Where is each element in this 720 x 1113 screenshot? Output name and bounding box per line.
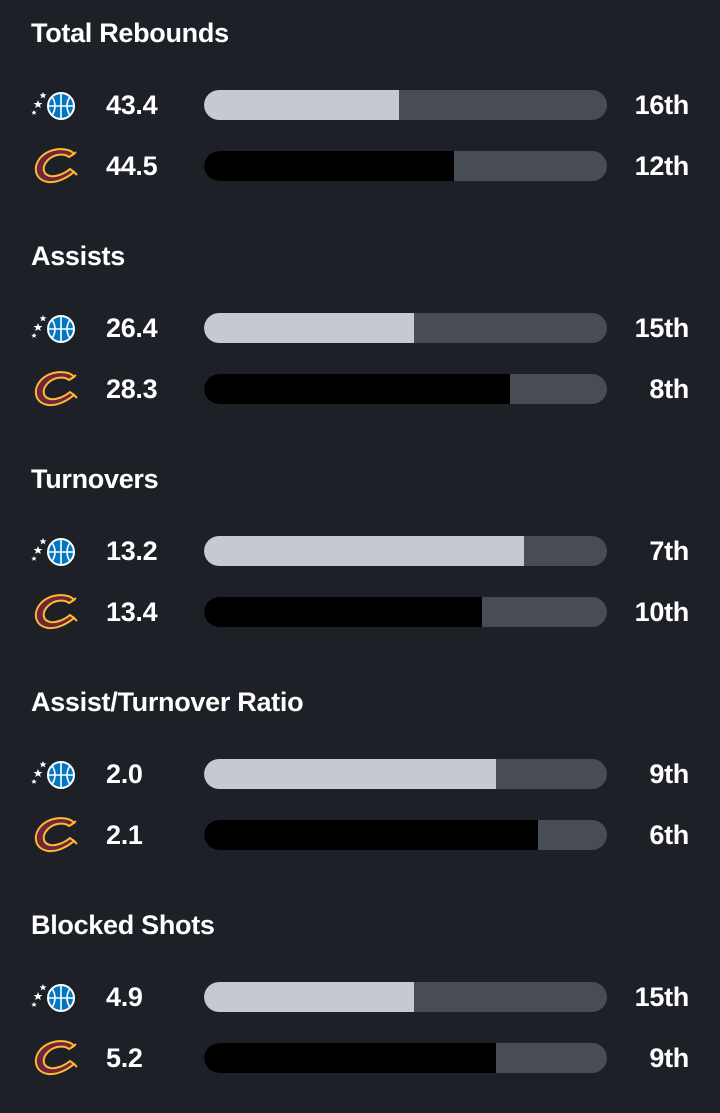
stat-bar-track [204,536,607,566]
stat-bar-track [204,597,607,627]
section-title: Blocked Shots [31,910,215,940]
stat-bar-track [204,1043,607,1073]
stat-bar-track [204,759,607,789]
stat-row-magic: 43.4 16th [0,83,720,127]
stat-value: 5.2 [106,1043,143,1073]
stat-row-cavs: 5.2 9th [0,1036,720,1080]
stat-value: 28.3 [106,374,158,404]
stat-bar-fill [204,536,525,566]
stat-value: 26.4 [106,313,158,343]
stat-value: 13.2 [106,536,158,566]
league-rank: 9th [649,759,689,789]
stat-bar-fill [204,90,400,120]
section-title: Total Rebounds [31,18,229,48]
stat-bar-track [204,374,607,404]
orlando-magic-logo-icon [29,975,85,1019]
stat-value: 2.1 [106,820,143,850]
section-title: Assist/Turnover Ratio [31,687,304,717]
stat-row-cavs: 44.5 12th [0,144,720,188]
stat-bar-track [204,313,607,343]
stat-bar-track [204,151,607,181]
league-rank: 16th [634,90,690,120]
orlando-magic-logo-icon [29,306,85,350]
section-title: Turnovers [31,464,159,494]
stat-value: 13.4 [106,597,158,627]
stat-row-magic: 4.9 15th [0,975,720,1019]
stat-value: 4.9 [106,982,143,1012]
stat-bar-fill [204,597,483,627]
stat-row-magic: 26.4 15th [0,306,720,350]
league-rank: 10th [634,597,690,627]
league-rank: 8th [649,374,689,404]
orlando-magic-logo-icon [29,752,85,796]
stat-value: 43.4 [106,90,158,120]
stat-section-turnovers: Turnovers 13.2 7th 13.4 10th [0,450,720,650]
league-rank: 6th [649,820,689,850]
stat-bar-fill [204,374,511,404]
stat-bar-fill [204,313,414,343]
league-rank: 15th [634,313,690,343]
stat-bar-track [204,820,607,850]
stat-row-cavs: 13.4 10th [0,590,720,634]
section-title: Assists [31,241,125,271]
cleveland-cavaliers-logo-icon [29,590,85,634]
league-rank: 12th [634,151,690,181]
stat-section-assists: Assists 26.4 15th 28.3 8th [0,227,720,427]
stat-bar-fill [204,820,539,850]
stat-bar-fill [204,1043,497,1073]
cleveland-cavaliers-logo-icon [29,367,85,411]
orlando-magic-logo-icon [29,529,85,573]
stat-bar-fill [204,982,414,1012]
league-rank: 15th [634,982,690,1012]
stat-bar-fill [204,759,497,789]
stat-row-cavs: 28.3 8th [0,367,720,411]
stat-section-blocked-shots: Blocked Shots 4.9 15th 5.2 9th [0,896,720,1096]
cleveland-cavaliers-logo-icon [29,813,85,857]
stat-section-assist-turnover-ratio: Assist/Turnover Ratio 2.0 9th 2.1 6th [0,673,720,873]
cleveland-cavaliers-logo-icon [29,1036,85,1080]
cleveland-cavaliers-logo-icon [29,144,85,188]
stat-value: 2.0 [106,759,143,789]
stat-bar-track [204,982,607,1012]
stat-value: 44.5 [106,151,158,181]
league-rank: 9th [649,1043,689,1073]
stat-section-total-rebounds: Total Rebounds 43.4 16th 44.5 12th [0,4,720,204]
orlando-magic-logo-icon [29,83,85,127]
stat-row-magic: 13.2 7th [0,529,720,573]
stat-row-cavs: 2.1 6th [0,813,720,857]
stat-bar-track [204,90,607,120]
stat-bar-fill [204,151,454,181]
league-rank: 7th [649,536,689,566]
stat-row-magic: 2.0 9th [0,752,720,796]
